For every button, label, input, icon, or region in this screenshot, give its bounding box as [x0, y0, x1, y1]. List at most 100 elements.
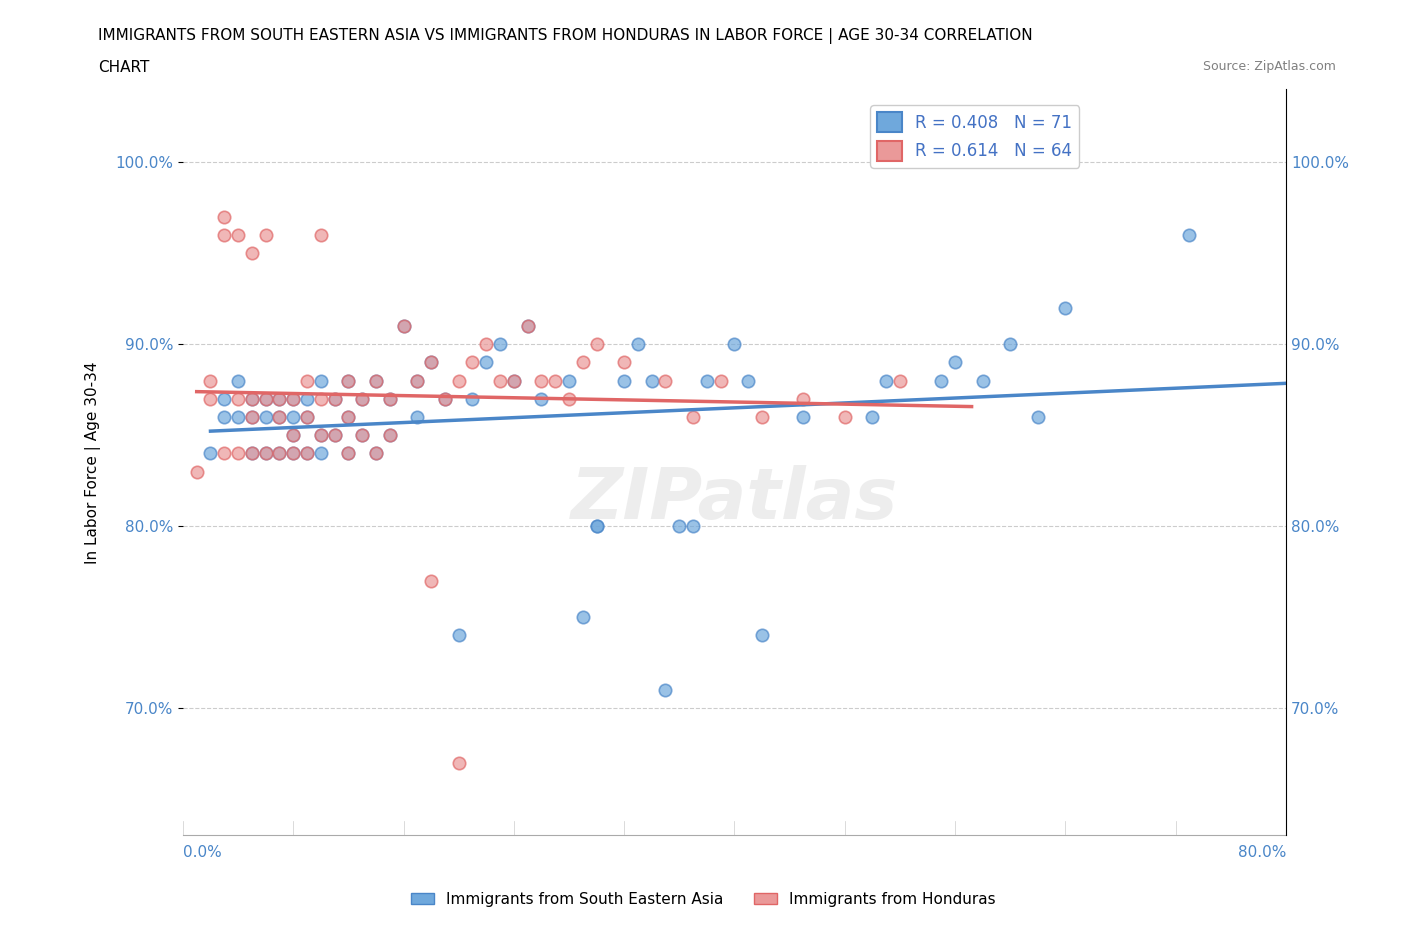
Point — [627, 337, 650, 352]
Point — [530, 373, 553, 388]
Point — [214, 209, 236, 224]
Text: 80.0%: 80.0% — [1237, 844, 1286, 859]
Point — [1178, 228, 1201, 243]
Point — [323, 392, 346, 406]
Point — [309, 445, 332, 460]
Point — [295, 392, 318, 406]
Point — [447, 628, 470, 643]
Point — [406, 409, 429, 424]
Point — [254, 228, 277, 243]
Point — [558, 373, 581, 388]
Point — [323, 392, 346, 406]
Point — [254, 392, 277, 406]
Point — [226, 409, 249, 424]
Point — [200, 373, 222, 388]
Point — [613, 355, 636, 370]
Point — [240, 409, 263, 424]
Point — [226, 373, 249, 388]
Point — [461, 355, 484, 370]
Point — [337, 445, 360, 460]
Point — [682, 409, 704, 424]
Point — [516, 318, 538, 333]
Point — [530, 392, 553, 406]
Point — [240, 445, 263, 460]
Point — [1054, 300, 1077, 315]
Legend: Immigrants from South Eastern Asia, Immigrants from Honduras: Immigrants from South Eastern Asia, Immi… — [405, 886, 1001, 913]
Point — [489, 373, 512, 388]
Point — [240, 246, 263, 260]
Point — [226, 392, 249, 406]
Point — [502, 373, 524, 388]
Point — [654, 373, 676, 388]
Point — [240, 392, 263, 406]
Point — [352, 392, 374, 406]
Point — [309, 228, 332, 243]
Point — [723, 337, 745, 352]
Point — [792, 409, 814, 424]
Point — [875, 373, 897, 388]
Point — [269, 445, 291, 460]
Y-axis label: In Labor Force | Age 30-34: In Labor Force | Age 30-34 — [86, 361, 101, 564]
Point — [283, 445, 305, 460]
Text: 0.0%: 0.0% — [183, 844, 222, 859]
Point — [283, 445, 305, 460]
Point — [240, 445, 263, 460]
Point — [337, 409, 360, 424]
Point — [364, 373, 387, 388]
Point — [502, 373, 524, 388]
Point — [834, 409, 856, 424]
Point — [283, 392, 305, 406]
Point — [337, 373, 360, 388]
Point — [392, 318, 415, 333]
Point — [295, 409, 318, 424]
Point — [378, 392, 401, 406]
Point — [585, 519, 607, 534]
Point — [433, 392, 456, 406]
Point — [337, 409, 360, 424]
Point — [214, 445, 236, 460]
Legend: R = 0.408   N = 71, R = 0.614   N = 64: R = 0.408 N = 71, R = 0.614 N = 64 — [870, 105, 1078, 167]
Text: ZIPatlas: ZIPatlas — [571, 465, 898, 534]
Point — [269, 392, 291, 406]
Point — [447, 373, 470, 388]
Point — [420, 355, 443, 370]
Point — [240, 392, 263, 406]
Point — [378, 428, 401, 443]
Point — [475, 337, 498, 352]
Point — [337, 445, 360, 460]
Point — [337, 373, 360, 388]
Point — [641, 373, 664, 388]
Point — [654, 683, 676, 698]
Point — [392, 318, 415, 333]
Point — [226, 445, 249, 460]
Point — [364, 373, 387, 388]
Point — [200, 445, 222, 460]
Point — [254, 392, 277, 406]
Point — [571, 355, 593, 370]
Point — [269, 409, 291, 424]
Point — [558, 392, 581, 406]
Point — [461, 392, 484, 406]
Point — [998, 337, 1021, 352]
Point — [323, 428, 346, 443]
Point — [751, 409, 773, 424]
Point — [269, 445, 291, 460]
Point — [544, 373, 567, 388]
Point — [406, 373, 429, 388]
Point — [283, 428, 305, 443]
Text: Source: ZipAtlas.com: Source: ZipAtlas.com — [1202, 60, 1336, 73]
Point — [792, 392, 814, 406]
Point — [943, 355, 966, 370]
Point — [613, 373, 636, 388]
Point — [1026, 409, 1049, 424]
Point — [972, 373, 994, 388]
Point — [226, 228, 249, 243]
Point — [364, 445, 387, 460]
Point — [283, 409, 305, 424]
Point — [283, 392, 305, 406]
Point — [352, 392, 374, 406]
Point — [309, 428, 332, 443]
Point — [447, 755, 470, 770]
Point — [309, 428, 332, 443]
Point — [489, 337, 512, 352]
